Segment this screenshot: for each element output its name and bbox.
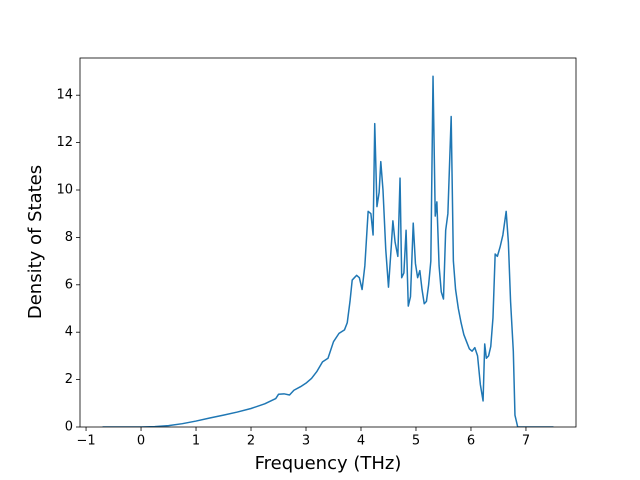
x-axis-label: Frequency (THz): [255, 453, 402, 474]
y-axis-label: Density of States: [25, 165, 46, 319]
x-tick-label: 4: [357, 434, 365, 449]
y-tick-label: 4: [65, 325, 73, 340]
x-tick-label: 7: [522, 434, 530, 449]
y-tick-label: 14: [56, 88, 73, 103]
x-tick-label: 1: [192, 434, 200, 449]
x-tick-label: 5: [412, 434, 420, 449]
x-tick-label: 0: [137, 434, 145, 449]
plot-frame: [79, 57, 577, 428]
y-tick-label: 6: [65, 277, 73, 292]
x-tick-label: −1: [76, 434, 95, 449]
x-tick-label: 3: [302, 434, 310, 449]
y-tick-label: 0: [65, 420, 73, 435]
y-tick-label: 2: [65, 372, 73, 387]
x-tick-label: 6: [467, 434, 475, 449]
data-line: [102, 75, 554, 427]
x-tick-label: 2: [247, 434, 255, 449]
y-tick-label: 10: [56, 183, 73, 198]
y-tick-label: 12: [56, 135, 73, 150]
y-tick-label: 8: [65, 230, 73, 245]
